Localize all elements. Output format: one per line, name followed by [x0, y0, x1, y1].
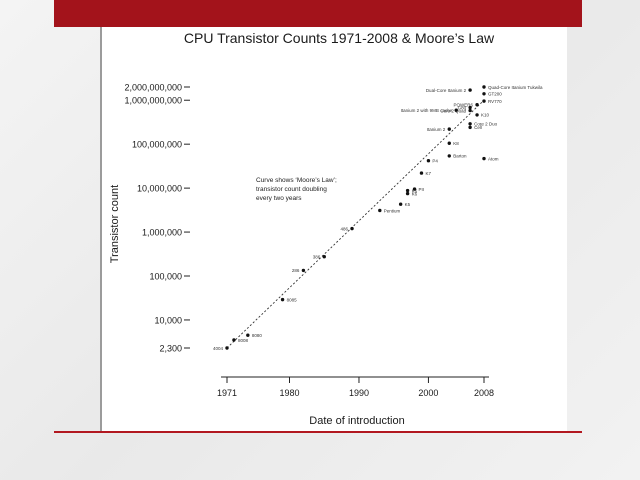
data-point-label: G80: [458, 105, 467, 110]
x-tick-label: 2008: [474, 388, 494, 398]
data-point: [447, 127, 451, 131]
data-point-label: P4: [432, 159, 438, 164]
data-point: [482, 85, 486, 89]
data-point: [475, 103, 479, 107]
data-point-label: PII: [419, 187, 425, 192]
data-point-label: 286: [292, 268, 300, 273]
data-point-label: GT200: [488, 92, 502, 97]
data-point-label: 8080: [252, 333, 263, 338]
chart-title: CPU Transistor Counts 1971-2008 & Moore’…: [184, 30, 495, 46]
bottom-accent-line: [54, 431, 582, 433]
data-point: [447, 154, 451, 158]
data-point: [246, 333, 250, 337]
y-tick-label: 1,000,000: [142, 228, 182, 238]
data-point: [426, 159, 431, 163]
y-tick-label: 2,300: [159, 344, 182, 354]
data-point: [322, 255, 326, 259]
data-point: [378, 208, 382, 213]
x-tick-label: 1980: [279, 388, 299, 398]
data-point: [225, 346, 229, 350]
data-point-label: K5: [405, 202, 411, 207]
moores-law-annotation: Curve shows ‘Moore’s Law’; transistor cou…: [256, 177, 337, 202]
data-point: [350, 226, 354, 231]
data-point-label: Quad-Core Itanium Tukwila: [488, 85, 543, 90]
x-tick-label: 2000: [418, 388, 438, 398]
y-tick-label: 2,000,000,000: [124, 83, 182, 93]
annotation-line: Curve shows ‘Moore’s Law’;: [256, 177, 337, 184]
data-point-label: 4004: [213, 346, 224, 351]
data-point-label: POWER6: [454, 103, 474, 108]
data-point: [482, 99, 486, 103]
data-point-label: Itanium 2: [427, 127, 446, 132]
transistor-chart: CPU Transistor Counts 1971-2008 & Moore’…: [109, 30, 543, 427]
data-point-label: 8085: [287, 297, 298, 302]
data-point-label: 386: [313, 255, 321, 260]
data-point: [301, 268, 306, 273]
data-point: [468, 125, 472, 130]
annotation-line: transistor count doubling: [256, 186, 327, 193]
y-tick-label: 10,000: [154, 315, 182, 325]
data-point-label: K6: [412, 191, 418, 196]
moores-law-trend-line: [226, 99, 485, 349]
data-point-label: 8008: [238, 338, 249, 343]
y-tick-label: 10,000,000: [137, 184, 182, 194]
data-point: [405, 188, 410, 193]
y-tick-label: 100,000,000: [132, 140, 182, 150]
title-accent-bar: [54, 0, 582, 27]
data-points: 4004800880808085286386486PentiumK5K6K6PI…: [213, 85, 543, 351]
moores-law-line: [226, 99, 485, 349]
data-point-label: Core 2 Quad: [440, 108, 466, 113]
data-point-label: Itanium 2 with 9MB cache: [401, 108, 453, 113]
data-point-label: Pentium: [384, 208, 401, 213]
data-point: [468, 108, 472, 113]
data-point-label: Cell: [474, 125, 482, 130]
x-tick-label: 1990: [349, 388, 369, 398]
x-tick-label: 1971: [217, 388, 237, 398]
data-point-label: K6: [412, 188, 418, 193]
panel-divider: [100, 27, 102, 432]
x-axis-ticks: 1971 1980 1990 2000 2008: [217, 377, 494, 398]
data-point: [468, 105, 472, 110]
data-point: [405, 191, 410, 196]
data-point: [419, 171, 424, 175]
y-tick-label: 100,000: [149, 272, 182, 282]
data-point-label: Barton: [453, 154, 467, 159]
data-point-label: 486: [341, 226, 349, 231]
y-axis-label: Transistor count: [109, 185, 121, 263]
data-point: [398, 202, 403, 206]
data-point: [468, 88, 472, 92]
data-point: [454, 108, 458, 112]
x-axis-label: Date of introduction: [309, 415, 404, 427]
data-point: [475, 113, 479, 117]
y-tick-label: 1,000,000,000: [124, 96, 182, 106]
data-point-label: Core 2 Duo: [474, 122, 498, 127]
data-point: [482, 92, 486, 96]
annotation-line: every two years: [256, 195, 302, 202]
slide-panel: [100, 27, 567, 432]
data-point-label: Dual-Core Itanium 2: [426, 88, 467, 93]
data-point: [447, 141, 451, 145]
data-point: [280, 297, 285, 302]
data-point: [482, 156, 486, 161]
data-point-label: K7: [425, 171, 431, 176]
data-point-label: K10: [481, 113, 490, 118]
data-point: [468, 122, 472, 126]
data-point-label: K8: [453, 141, 459, 146]
y-axis-ticks: 2,000,000,000 1,000,000,000 100,000,000 10,…: [124, 83, 190, 354]
data-point-label: RV770: [488, 99, 502, 104]
data-point-label: Atom: [488, 156, 499, 161]
data-point: [412, 187, 417, 191]
data-point: [232, 338, 236, 342]
